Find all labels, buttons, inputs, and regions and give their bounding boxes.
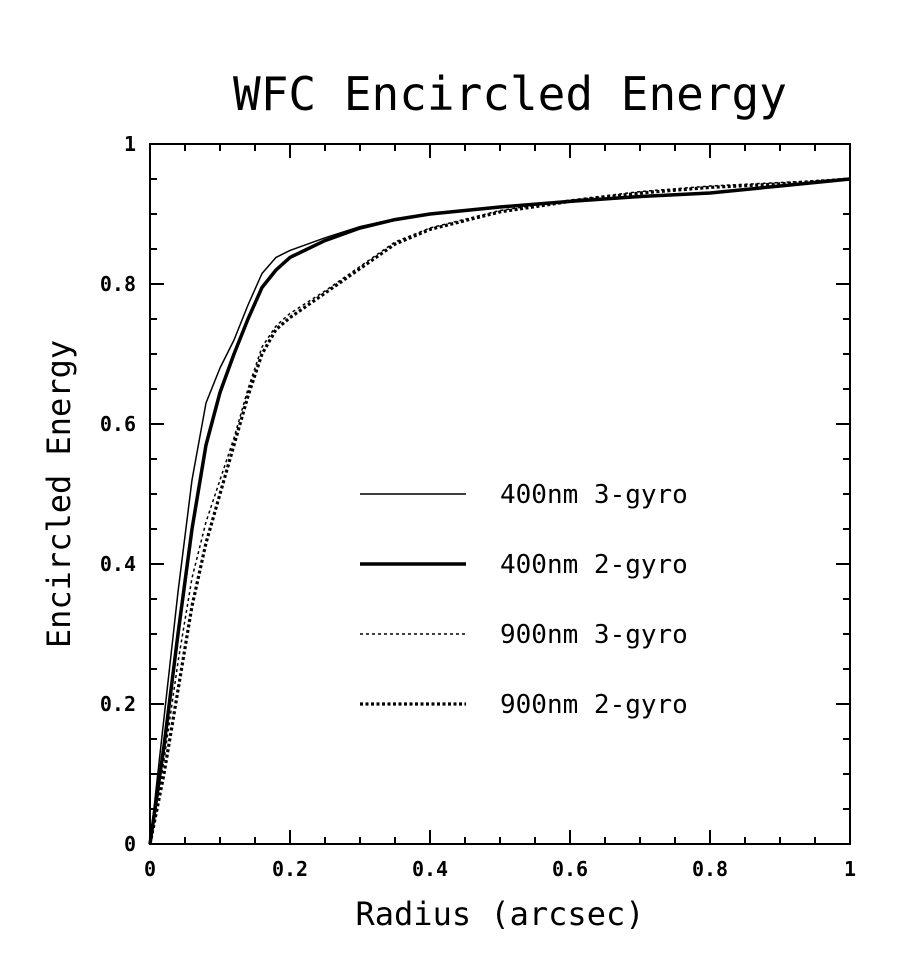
y-tick-label: 0.8 [100,272,136,296]
series-line-2 [148,177,851,845]
series-line-1 [149,178,851,845]
x-tick-label: 0.8 [692,857,728,881]
series-lines [148,177,851,845]
chart-title: WFC Encircled Energy [233,67,787,121]
series-line-4 [148,177,851,845]
legend-label-4: 900nm 2-gyro [500,690,688,720]
legend-label-2: 400nm 2-gyro [500,550,688,580]
y-tick-label: 0.4 [100,552,136,576]
y-axis-label: Encircled Energy [40,340,78,648]
series-line-3 [149,178,851,845]
x-tick-label: 0 [144,857,156,881]
y-tick-label: 0.2 [100,692,136,716]
y-tick-label: 1 [124,132,136,156]
legend-label-3: 900nm 3-gyro [500,620,688,650]
y-tick-label: 0 [124,832,136,856]
axis-ticks [149,143,851,845]
x-tick-label: 0.6 [552,857,588,881]
x-tick-label: 1 [844,857,856,881]
y-tick-label: 0.6 [100,412,136,436]
axis-tick-labels: 0 0.2 0.4 0.6 0.8 1 0 0.2 0.4 0.6 0.8 1 [100,132,856,881]
legend: 400nm 3-gyro 400nm 2-gyro 900nm 3-gyro 900n… [360,480,688,720]
x-tick-label: 0.2 [272,857,308,881]
x-tick-label: 0.4 [412,857,448,881]
x-axis-label: Radius (arcsec) [356,895,645,933]
legend-label-1: 400nm 3-gyro [500,480,688,510]
